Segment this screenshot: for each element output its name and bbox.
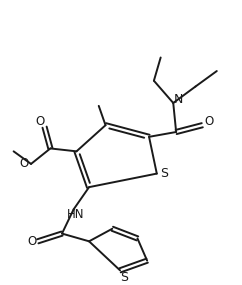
Text: S: S — [120, 271, 128, 284]
Text: O: O — [35, 115, 44, 128]
Text: O: O — [27, 235, 37, 248]
Text: HN: HN — [67, 208, 84, 221]
Text: N: N — [173, 93, 183, 106]
Text: O: O — [20, 157, 29, 170]
Text: O: O — [204, 115, 214, 128]
Text: S: S — [160, 167, 168, 180]
